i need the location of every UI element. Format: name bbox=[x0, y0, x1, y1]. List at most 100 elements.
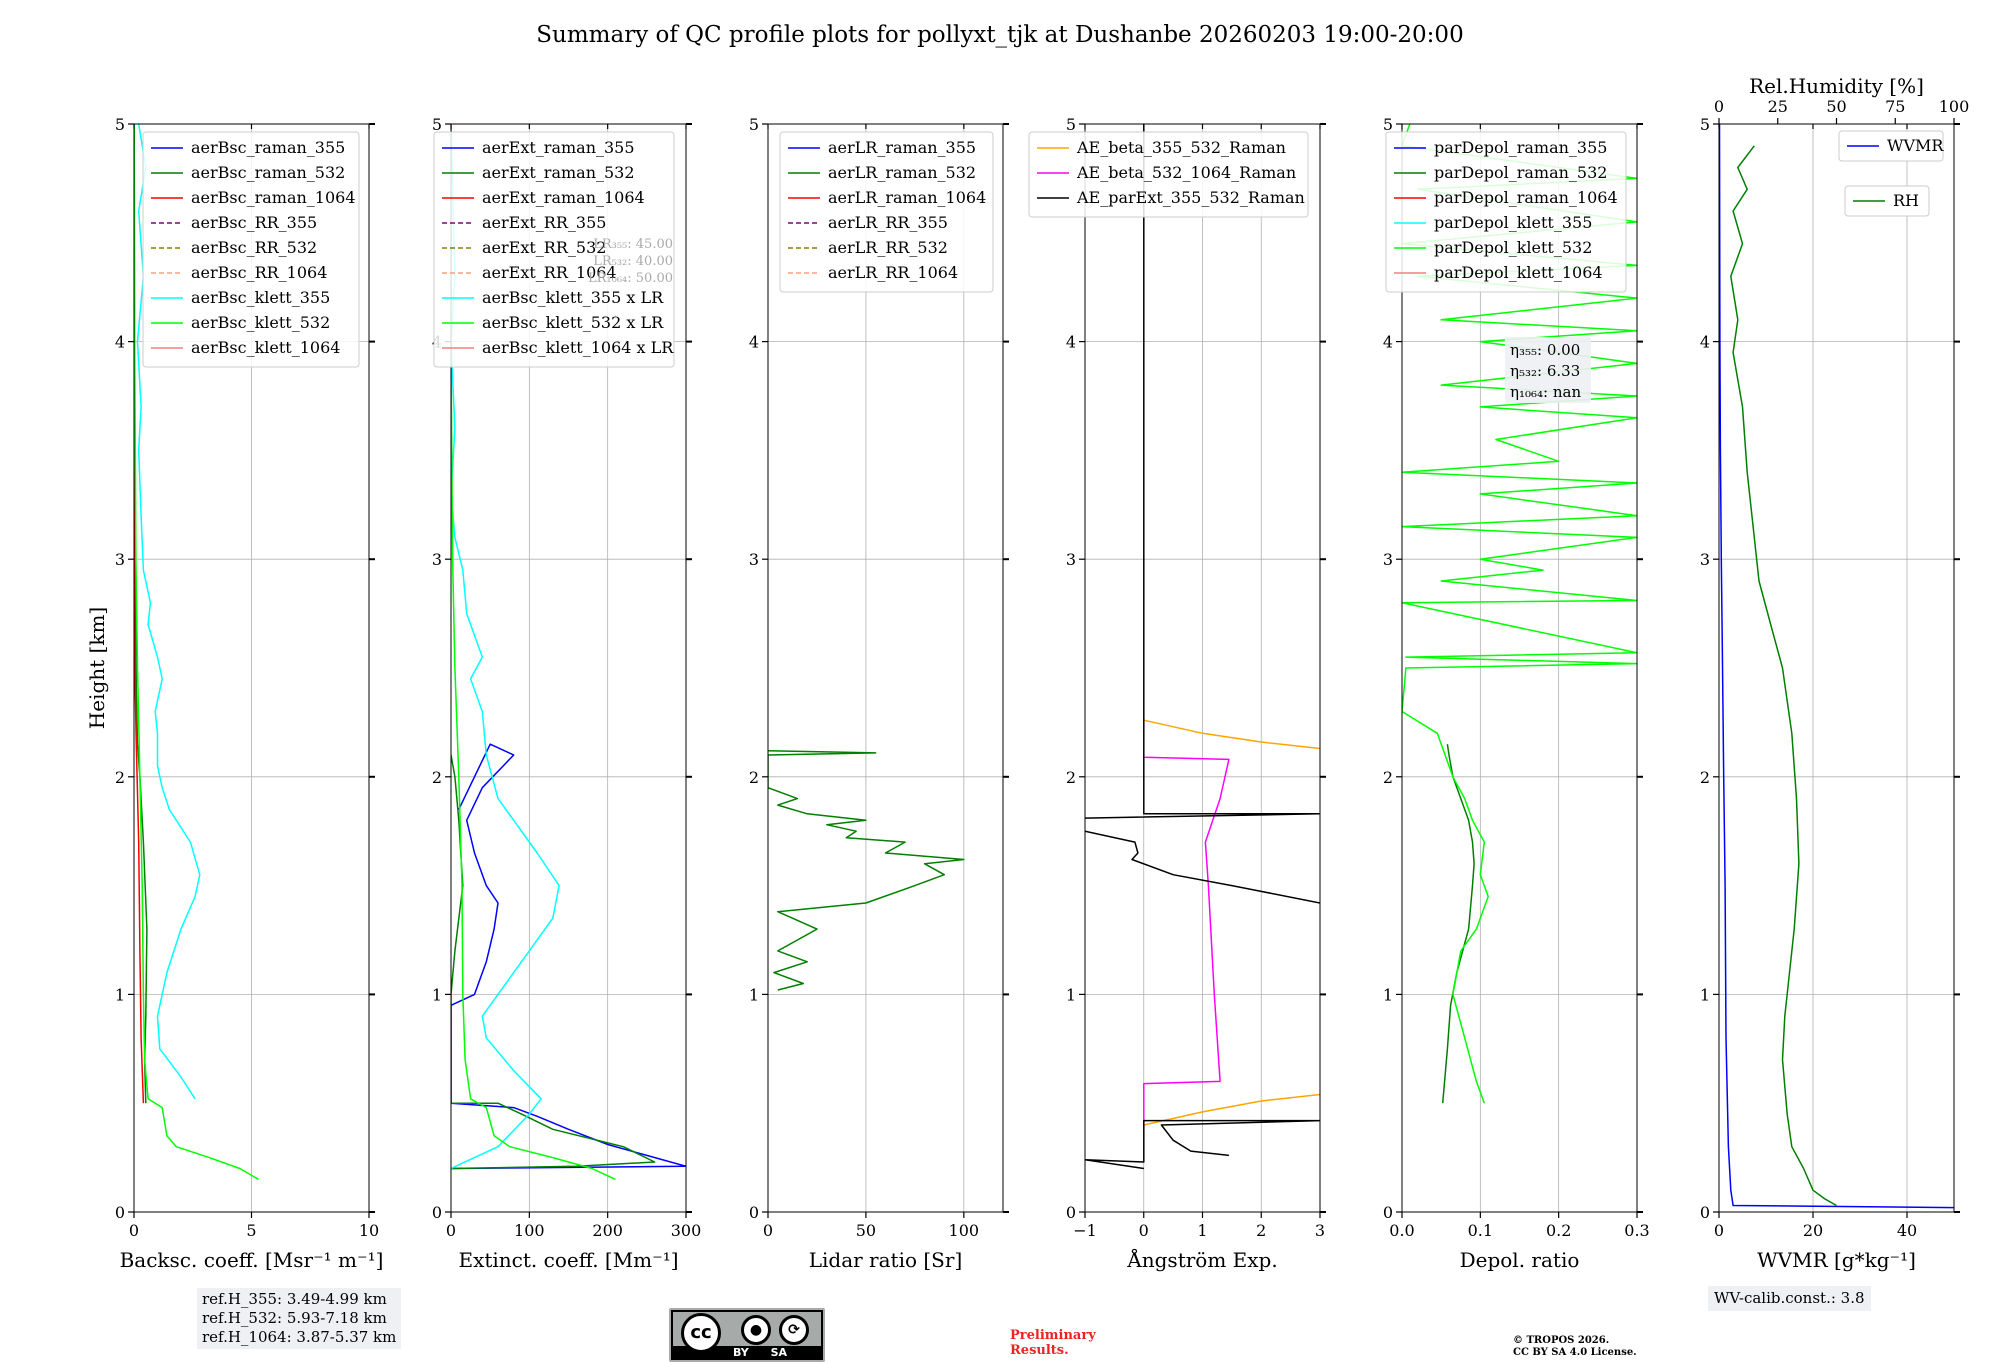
series-line bbox=[1719, 124, 1954, 1209]
series-line bbox=[451, 743, 686, 1170]
series-line bbox=[451, 124, 616, 1181]
series-line bbox=[1143, 1093, 1320, 1126]
cc-icon: cc bbox=[681, 1313, 721, 1353]
legend-box bbox=[1385, 131, 1627, 293]
series-line bbox=[134, 124, 145, 1104]
series-line bbox=[136, 124, 201, 1100]
y-tick-label: 2 bbox=[749, 768, 759, 787]
ref-height-532: ref.H_532: 5.93-7.18 km bbox=[202, 1309, 387, 1327]
y-tick-label: 0 bbox=[1066, 1203, 1076, 1222]
y-tick-label: 2 bbox=[432, 768, 442, 787]
y-tick-label: 0 bbox=[749, 1203, 759, 1222]
legend-entry: aerLR_RR_355 bbox=[828, 213, 948, 232]
series-line bbox=[1085, 124, 1320, 819]
x2-tick-label: 75 bbox=[1885, 97, 1905, 116]
series-line bbox=[1143, 719, 1320, 750]
x-tick-label: 0.3 bbox=[1624, 1221, 1649, 1240]
legend-entry: aerLR_RR_532 bbox=[828, 238, 948, 257]
y-tick-label: 5 bbox=[115, 115, 125, 134]
series-group bbox=[1085, 124, 1320, 1170]
x-tick-label: 1 bbox=[1197, 1221, 1207, 1240]
legend-entry: aerExt_RR_1064 bbox=[482, 263, 617, 282]
x2-tick-label: 25 bbox=[1768, 97, 1788, 116]
x2-tick-label: 0 bbox=[1714, 97, 1724, 116]
eta-value: η₃₅₅: 0.00 bbox=[1510, 341, 1580, 359]
legend-entry: aerBsc_klett_355 x LR bbox=[482, 288, 664, 307]
legend-entry: aerLR_raman_355 bbox=[828, 138, 976, 157]
series-line bbox=[1402, 124, 1637, 1104]
x2-tick-label: 100 bbox=[1939, 97, 1970, 116]
series-line bbox=[1143, 755, 1230, 1125]
x-tick-label: 0.0 bbox=[1389, 1221, 1414, 1240]
y-tick-label: 2 bbox=[1700, 768, 1710, 787]
legend-entry-rh: RH bbox=[1893, 191, 1919, 210]
legend-entry: parDepol_klett_355 bbox=[1434, 213, 1592, 232]
legend-entry: parDepol_klett_1064 bbox=[1434, 263, 1603, 282]
legend-entry: aerBsc_raman_532 bbox=[191, 163, 345, 182]
x-tick-label: 10 bbox=[359, 1221, 379, 1240]
legend-entry: aerLR_raman_532 bbox=[828, 163, 976, 182]
legend-box bbox=[779, 131, 994, 293]
x-tick-label: 0 bbox=[446, 1221, 456, 1240]
legend-entry: AE_beta_532_1064_Raman bbox=[1076, 163, 1296, 182]
y-tick-label: 1 bbox=[1383, 985, 1393, 1004]
legend-box-rh bbox=[1844, 185, 1930, 217]
wv-calibration-constant: WV-calib.const.: 3.8 bbox=[1714, 1289, 1865, 1307]
axes-frame bbox=[1401, 123, 1638, 1213]
series-line bbox=[768, 749, 965, 991]
x-tick-label: 0 bbox=[1714, 1221, 1724, 1240]
y-tick-label: 5 bbox=[432, 115, 442, 134]
legend-entry: aerExt_raman_1064 bbox=[482, 188, 645, 207]
eta-value: η₅₃₂: 6.33 bbox=[1510, 362, 1580, 380]
preliminary-note: Preliminary Results. bbox=[1010, 1328, 1096, 1358]
lidar-ratio-note: LR₃₅₅: 45.00 bbox=[593, 237, 673, 252]
legend-entry: aerExt_RR_532 bbox=[482, 238, 606, 257]
y-tick-label: 4 bbox=[749, 333, 759, 352]
x-tick-label: 0.2 bbox=[1546, 1221, 1571, 1240]
cc-badge-labels: BY SA bbox=[733, 1346, 788, 1359]
legend-entry: aerLR_raman_1064 bbox=[828, 188, 986, 207]
legend-box bbox=[433, 131, 675, 368]
legend-box-wvmr bbox=[1838, 130, 1944, 162]
series-group bbox=[768, 749, 965, 991]
cc-by-sa-badge: cc ● ⟳ BY SA bbox=[669, 1308, 825, 1362]
legend-box bbox=[1028, 131, 1309, 218]
share-alike-icon: ⟳ bbox=[779, 1315, 809, 1345]
y-tick-label: 4 bbox=[1066, 333, 1076, 352]
ref-height-1064: ref.H_1064: 3.87-5.37 km bbox=[202, 1328, 397, 1346]
x-axis-label: WVMR [g*kg⁻¹] bbox=[1757, 1248, 1916, 1272]
y-tick-label: 0 bbox=[1383, 1203, 1393, 1222]
y-tick-label: 2 bbox=[1066, 768, 1076, 787]
y-tick-label: 1 bbox=[749, 985, 759, 1004]
x-tick-label: 3 bbox=[1315, 1221, 1325, 1240]
y-tick-label: 4 bbox=[115, 333, 125, 352]
legend-entry: aerBsc_klett_532 bbox=[191, 313, 330, 332]
eta-value: η₁₀₆₄: nan bbox=[1510, 383, 1581, 401]
legend-entry: parDepol_klett_532 bbox=[1434, 238, 1592, 257]
y-tick-label: 0 bbox=[1700, 1203, 1710, 1222]
legend-entry: aerBsc_klett_355 bbox=[191, 288, 330, 307]
x-tick-label: 0 bbox=[1139, 1221, 1149, 1240]
reference-height-box: ref.H_355: 3.49-4.99 km ref.H_532: 5.93-… bbox=[197, 1288, 402, 1349]
series-group bbox=[451, 124, 686, 1181]
y-axis-label: Height [km] bbox=[85, 607, 109, 729]
by-person-icon: ● bbox=[741, 1315, 771, 1345]
x2-tick-label: 50 bbox=[1826, 97, 1846, 116]
legend-entry: parDepol_raman_1064 bbox=[1434, 188, 1618, 207]
x-tick-label: 5 bbox=[246, 1221, 256, 1240]
series-group bbox=[1402, 124, 1637, 1104]
y-tick-label: 4 bbox=[1700, 333, 1710, 352]
legend-entry: parDepol_raman_355 bbox=[1434, 138, 1607, 157]
y-tick-label: 3 bbox=[432, 550, 442, 569]
eta-box bbox=[1505, 337, 1591, 403]
series-line bbox=[1730, 145, 1837, 1207]
copyright-note: © TROPOS 2026. CC BY SA 4.0 License. bbox=[1513, 1335, 1637, 1358]
x-tick-label: 0 bbox=[763, 1221, 773, 1240]
axes-frame bbox=[1718, 123, 1955, 1213]
legend-entry: aerBsc_klett_1064 x LR bbox=[482, 338, 674, 357]
legend-entry: aerExt_RR_355 bbox=[482, 213, 606, 232]
legend-entry: aerExt_raman_532 bbox=[482, 163, 635, 182]
legend-entry: aerBsc_RR_355 bbox=[191, 213, 317, 232]
y-tick-label: 5 bbox=[1066, 115, 1076, 134]
